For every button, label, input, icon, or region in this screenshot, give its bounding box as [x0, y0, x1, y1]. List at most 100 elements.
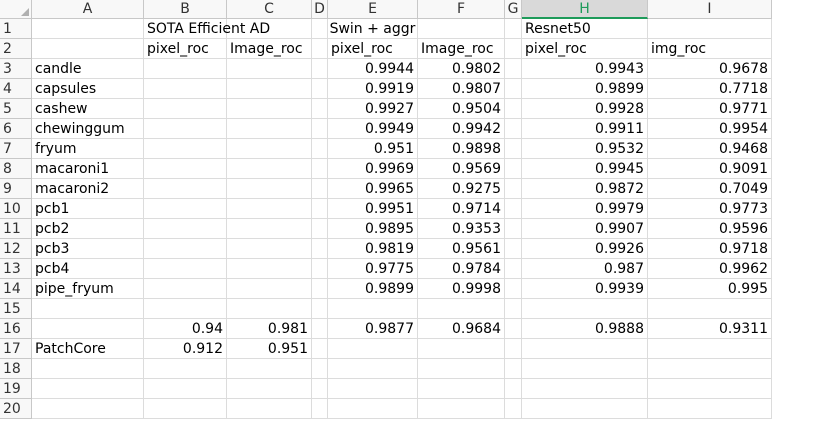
cell-e1[interactable]: Swin + aggr	[328, 19, 418, 39]
cell-i18[interactable]	[648, 359, 772, 379]
cell-h8[interactable]: 0.9945	[522, 159, 648, 179]
cell-d19[interactable]	[312, 379, 328, 399]
cell-f14[interactable]: 0.9998	[418, 279, 505, 299]
cell-i10[interactable]: 0.9773	[648, 199, 772, 219]
cell-h16[interactable]: 0.9888	[522, 319, 648, 339]
cell-a6[interactable]: chewinggum	[32, 119, 144, 139]
cell-e2[interactable]: pixel_roc	[328, 39, 418, 59]
cell-a19[interactable]	[32, 379, 144, 399]
cell-a12[interactable]: pcb3	[32, 239, 144, 259]
cell-b5[interactable]	[144, 99, 227, 119]
cell-c1[interactable]	[227, 19, 312, 39]
cell-c3[interactable]	[227, 59, 312, 79]
cell-d14[interactable]	[312, 279, 328, 299]
row-header-14[interactable]: 14	[0, 279, 32, 299]
cell-b7[interactable]	[144, 139, 227, 159]
cell-i11[interactable]: 0.9596	[648, 219, 772, 239]
cell-i15[interactable]	[648, 299, 772, 319]
cell-g8[interactable]	[505, 159, 522, 179]
cell-d15[interactable]	[312, 299, 328, 319]
row-header-12[interactable]: 12	[0, 239, 32, 259]
cell-a20[interactable]	[32, 399, 144, 419]
cell-b16[interactable]: 0.94	[144, 319, 227, 339]
row-header-17[interactable]: 17	[0, 339, 32, 359]
cell-f7[interactable]: 0.9898	[418, 139, 505, 159]
cell-c7[interactable]	[227, 139, 312, 159]
cell-f1[interactable]	[418, 19, 505, 39]
cell-c4[interactable]	[227, 79, 312, 99]
cell-g11[interactable]	[505, 219, 522, 239]
row-header-5[interactable]: 5	[0, 99, 32, 119]
cell-b19[interactable]	[144, 379, 227, 399]
cell-c12[interactable]	[227, 239, 312, 259]
cell-c15[interactable]	[227, 299, 312, 319]
cell-g7[interactable]	[505, 139, 522, 159]
cell-e9[interactable]: 0.9965	[328, 179, 418, 199]
cell-f3[interactable]: 0.9802	[418, 59, 505, 79]
column-header-g[interactable]: G	[505, 0, 522, 19]
cell-g10[interactable]	[505, 199, 522, 219]
row-header-19[interactable]: 19	[0, 379, 32, 399]
cell-h7[interactable]: 0.9532	[522, 139, 648, 159]
column-header-e[interactable]: E	[328, 0, 418, 19]
cell-d8[interactable]	[312, 159, 328, 179]
cell-d4[interactable]	[312, 79, 328, 99]
cell-i4[interactable]: 0.7718	[648, 79, 772, 99]
row-header-11[interactable]: 11	[0, 219, 32, 239]
cell-g16[interactable]	[505, 319, 522, 339]
cell-c9[interactable]	[227, 179, 312, 199]
cell-h6[interactable]: 0.9911	[522, 119, 648, 139]
cell-b1[interactable]: SOTA Efficient AD	[144, 19, 270, 39]
cell-i19[interactable]	[648, 379, 772, 399]
column-header-f[interactable]: F	[418, 0, 505, 19]
cell-c16[interactable]: 0.981	[227, 319, 312, 339]
cell-e16[interactable]: 0.9877	[328, 319, 418, 339]
cell-f18[interactable]	[418, 359, 505, 379]
cell-b17[interactable]: 0.912	[144, 339, 227, 359]
cell-d17[interactable]	[312, 339, 328, 359]
cell-f4[interactable]: 0.9807	[418, 79, 505, 99]
cell-e3[interactable]: 0.9944	[328, 59, 418, 79]
cell-b18[interactable]	[144, 359, 227, 379]
cell-e4[interactable]: 0.9919	[328, 79, 418, 99]
cell-e13[interactable]: 0.9775	[328, 259, 418, 279]
cell-c10[interactable]	[227, 199, 312, 219]
cell-i6[interactable]: 0.9954	[648, 119, 772, 139]
cell-h18[interactable]	[522, 359, 648, 379]
cell-i3[interactable]: 0.9678	[648, 59, 772, 79]
cell-f19[interactable]	[418, 379, 505, 399]
cell-g2[interactable]	[505, 39, 522, 59]
cell-f9[interactable]: 0.9275	[418, 179, 505, 199]
column-header-h[interactable]: H	[522, 0, 648, 19]
cell-b4[interactable]	[144, 79, 227, 99]
cell-h19[interactable]	[522, 379, 648, 399]
cell-a2[interactable]	[32, 39, 144, 59]
cell-e18[interactable]	[328, 359, 418, 379]
cell-d10[interactable]	[312, 199, 328, 219]
cell-i1[interactable]	[648, 19, 772, 39]
cell-a8[interactable]: macaroni1	[32, 159, 144, 179]
cell-i9[interactable]: 0.7049	[648, 179, 772, 199]
cell-b9[interactable]	[144, 179, 227, 199]
cell-g4[interactable]	[505, 79, 522, 99]
cell-h14[interactable]: 0.9939	[522, 279, 648, 299]
cell-g3[interactable]	[505, 59, 522, 79]
cell-h5[interactable]: 0.9928	[522, 99, 648, 119]
cell-i14[interactable]: 0.995	[648, 279, 772, 299]
cell-d5[interactable]	[312, 99, 328, 119]
column-header-a[interactable]: A	[32, 0, 144, 19]
cell-c11[interactable]	[227, 219, 312, 239]
cell-e14[interactable]: 0.9899	[328, 279, 418, 299]
cell-e8[interactable]: 0.9969	[328, 159, 418, 179]
cell-b15[interactable]	[144, 299, 227, 319]
column-header-d[interactable]: D	[312, 0, 328, 19]
cell-i20[interactable]	[648, 399, 772, 419]
cell-e10[interactable]: 0.9951	[328, 199, 418, 219]
cell-c8[interactable]	[227, 159, 312, 179]
cell-c6[interactable]	[227, 119, 312, 139]
row-header-10[interactable]: 10	[0, 199, 32, 219]
cell-f16[interactable]: 0.9684	[418, 319, 505, 339]
cell-b6[interactable]	[144, 119, 227, 139]
cell-c17[interactable]: 0.951	[227, 339, 312, 359]
cell-e6[interactable]: 0.9949	[328, 119, 418, 139]
